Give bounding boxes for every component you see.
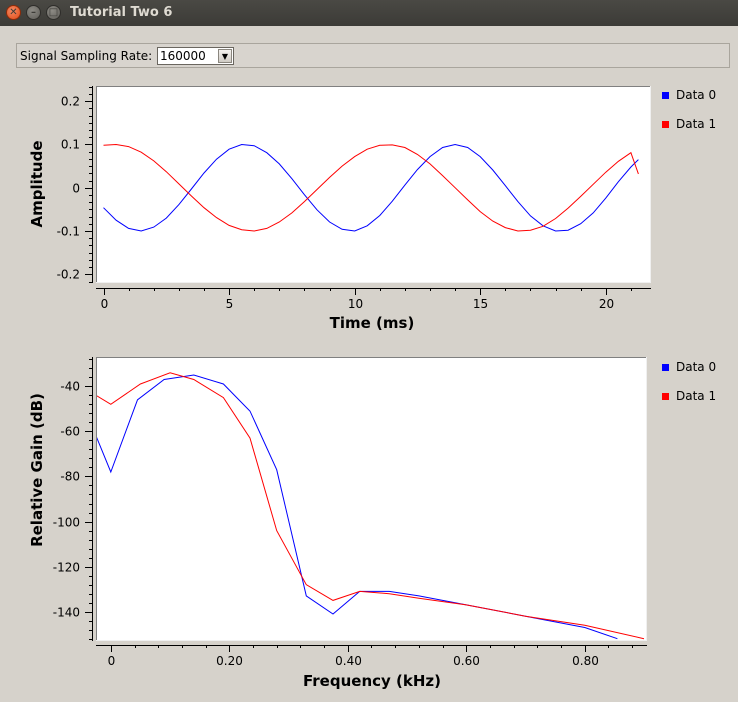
y-tick-label: -80 xyxy=(60,470,80,484)
x-tick-label: 20 xyxy=(599,297,614,311)
y-axis-title: Relative Gain (dB) xyxy=(28,393,46,547)
y-tick-label: -60 xyxy=(60,425,80,439)
chart-1: -40 -60 -80 -100 -120 -140 0 0.20 0.40 0.60 0.80 Fr… xyxy=(28,357,716,690)
y-tick-label: 0.2 xyxy=(61,95,80,109)
x-tick-label: 0.20 xyxy=(216,654,243,668)
y-tick-label: -120 xyxy=(53,561,80,575)
sampling-rate-combobox[interactable]: 160000 ▼ xyxy=(157,47,234,65)
legend-swatch-0 xyxy=(662,92,669,99)
x-axis-title: Frequency (kHz) xyxy=(303,672,441,690)
x-tick-label: 15 xyxy=(473,297,488,311)
x-tick-label: 5 xyxy=(226,297,234,311)
y-tick-label: -40 xyxy=(60,380,80,394)
window-minimize-button[interactable]: – xyxy=(26,5,41,20)
x-tick-label: 0.80 xyxy=(572,654,599,668)
chart-0: 0.2 0.1 0 -0.1 -0.2 0 5 10 15 20 Time (ms) Amplitud… xyxy=(28,86,716,332)
x-axis-title: Time (ms) xyxy=(330,314,415,332)
window-title: Tutorial Two 6 xyxy=(70,5,173,20)
y-axis-title: Amplitude xyxy=(28,140,46,227)
legend-label-1: Data 1 xyxy=(676,117,716,131)
legend-swatch-1 xyxy=(662,393,669,400)
window-titlebar: ✕ – □ Tutorial Two 6 xyxy=(0,0,738,26)
sampling-rate-value: 160000 xyxy=(160,49,206,63)
y-tick-label: 0.1 xyxy=(61,138,80,152)
legend-label-1: Data 1 xyxy=(676,389,716,403)
sampling-rate-toolbar: Signal Sampling Rate: 160000 ▼ xyxy=(16,43,730,68)
x-tick-label: 0.60 xyxy=(453,654,480,668)
legend-swatch-0 xyxy=(662,364,669,371)
legend-label-0: Data 0 xyxy=(676,360,716,374)
x-tick-label: 0 xyxy=(108,654,116,668)
y-tick-label: -0.2 xyxy=(57,268,80,282)
x-tick-label: 0 xyxy=(101,297,109,311)
plot-area xyxy=(96,86,651,283)
sampling-rate-dropdown-button[interactable]: ▼ xyxy=(218,49,232,63)
legend-label-0: Data 0 xyxy=(676,88,716,102)
x-tick-label: 10 xyxy=(348,297,363,311)
series-line-1 xyxy=(103,143,639,232)
sampling-rate-label: Signal Sampling Rate: xyxy=(20,49,153,63)
chevron-down-icon: ▼ xyxy=(221,51,229,61)
y-tick-label: 0 xyxy=(72,182,80,196)
window-close-button[interactable]: ✕ xyxy=(6,5,21,20)
close-icon: ✕ xyxy=(9,6,18,18)
minimize-icon: – xyxy=(31,6,36,18)
window-maximize-button[interactable]: □ xyxy=(46,5,61,20)
y-tick-label: -100 xyxy=(53,516,80,530)
maximize-icon: □ xyxy=(48,6,59,18)
y-tick-label: -140 xyxy=(53,606,80,620)
x-tick-label: 0.40 xyxy=(335,654,362,668)
plot-area xyxy=(96,357,647,641)
series-line-0 xyxy=(103,143,639,232)
legend-swatch-1 xyxy=(662,121,669,128)
y-tick-label: -0.1 xyxy=(57,225,80,239)
series-line-1 xyxy=(97,372,645,640)
